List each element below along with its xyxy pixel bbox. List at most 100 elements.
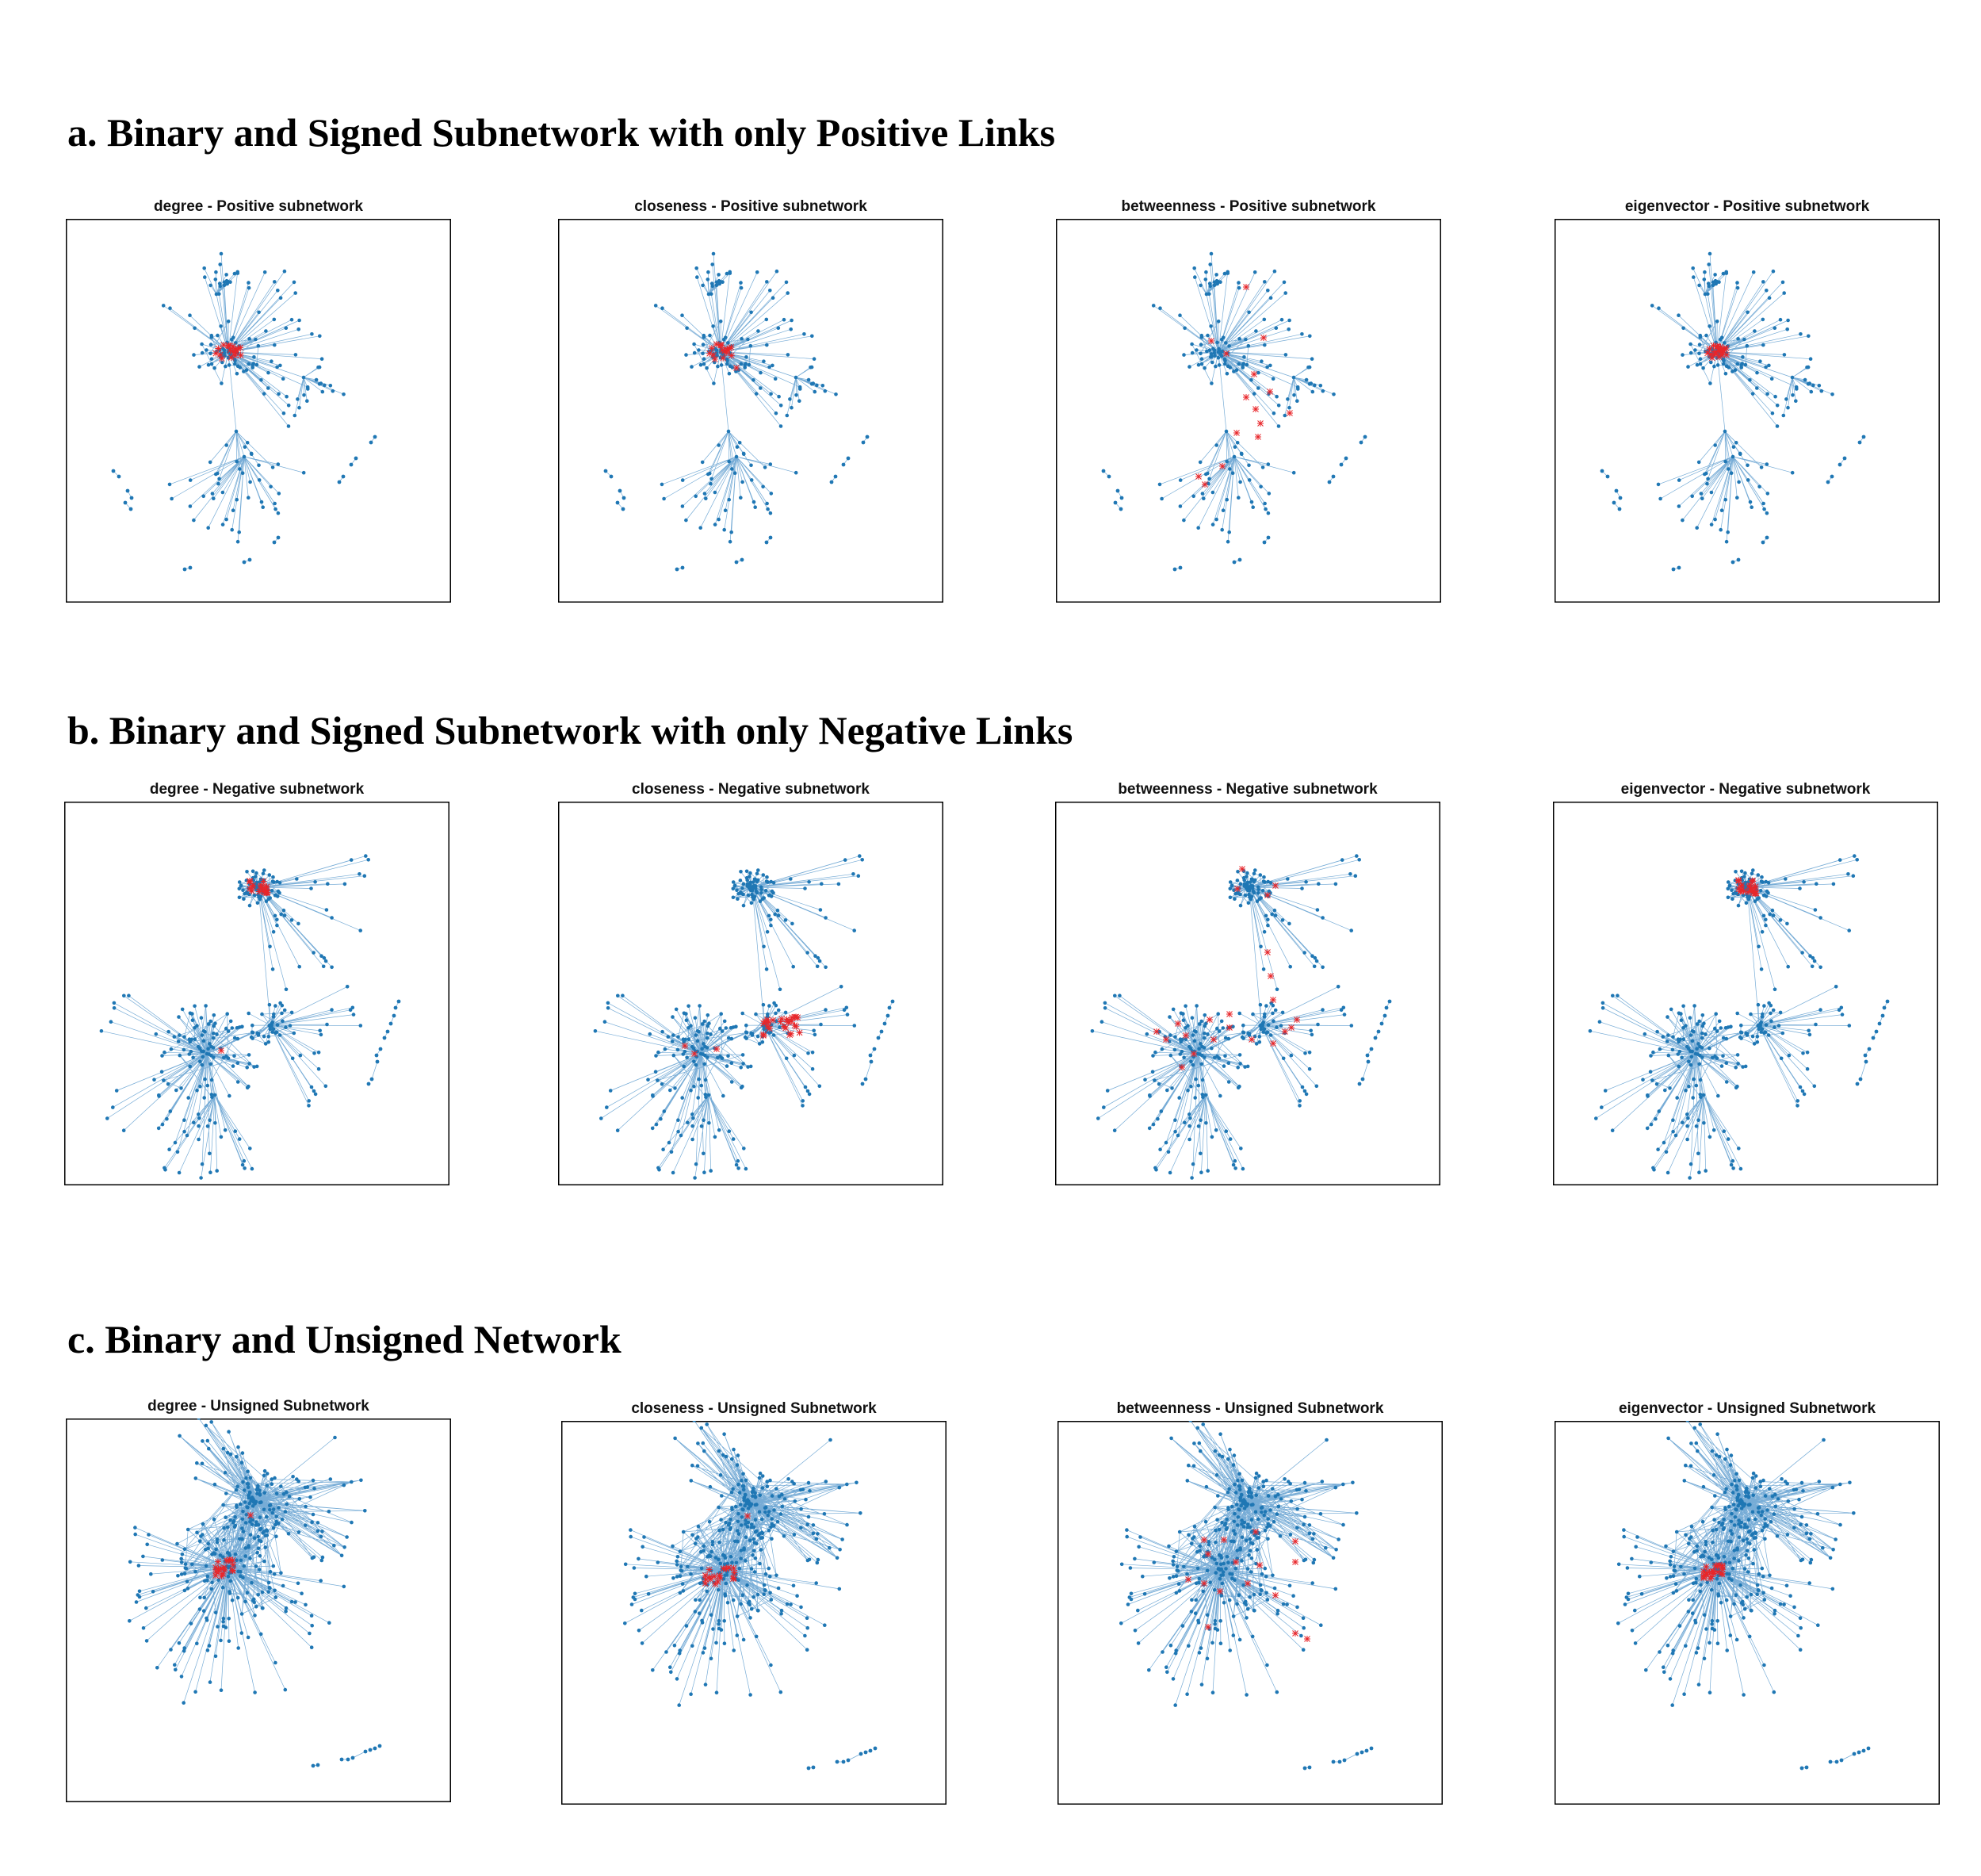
network-node (648, 1032, 652, 1036)
network-node (192, 353, 196, 357)
network-node (220, 381, 224, 385)
network-node (1255, 1548, 1260, 1552)
network-node (1742, 1693, 1746, 1697)
network-node (1616, 994, 1620, 997)
network-node (1626, 1591, 1631, 1596)
network-node (309, 886, 313, 890)
network-node (262, 1468, 267, 1473)
network-node (141, 1626, 146, 1630)
network-node (1742, 1522, 1747, 1526)
network-node (816, 1557, 820, 1562)
network-node (1807, 1537, 1812, 1541)
network-node (1622, 1528, 1626, 1532)
network-node (1744, 1552, 1748, 1557)
network-node (879, 1029, 884, 1034)
network-node (258, 1515, 262, 1519)
network-node (1168, 1576, 1172, 1580)
network-node (227, 1617, 231, 1621)
network-node (646, 1078, 650, 1082)
network-node (375, 1059, 380, 1064)
network-node (1713, 1494, 1717, 1498)
network-node (702, 1042, 706, 1046)
network-node (319, 357, 324, 361)
network-node (1373, 1036, 1378, 1040)
network-node (1190, 1016, 1195, 1020)
network-node (1686, 1116, 1690, 1120)
network-node (1755, 370, 1759, 375)
network-node (133, 1526, 137, 1530)
network-node (1301, 1648, 1306, 1652)
network-node (1759, 465, 1764, 469)
network-node (163, 1168, 167, 1172)
network-node (312, 1555, 316, 1560)
highlighted-node (1234, 886, 1241, 892)
network-node (1235, 1602, 1239, 1606)
network-node (209, 1587, 213, 1591)
network-node (1187, 1137, 1191, 1142)
network-node (618, 488, 622, 493)
network-node (247, 557, 252, 562)
network-node (1724, 1598, 1729, 1602)
network-node (282, 269, 287, 274)
network-node (861, 440, 866, 445)
network-node (354, 456, 358, 461)
network-node (1244, 1501, 1248, 1505)
network-node (637, 1629, 641, 1633)
network-node (729, 1491, 734, 1495)
network-node (728, 271, 732, 275)
network-node (690, 1124, 694, 1128)
network-node (234, 341, 238, 345)
network-node (745, 1525, 750, 1529)
network-node (651, 1093, 655, 1097)
network-node (694, 1033, 698, 1037)
network-node (1226, 1036, 1231, 1041)
network-node (358, 1024, 363, 1028)
network-node (1803, 377, 1807, 382)
network-node (1664, 1150, 1669, 1154)
network-node (247, 1545, 250, 1549)
network-node (1198, 1052, 1202, 1056)
network-node (723, 508, 728, 512)
network-node (698, 1004, 702, 1008)
network-node (1302, 1089, 1307, 1093)
network-node (799, 1507, 803, 1511)
highlighted-node (1292, 1559, 1298, 1565)
network-node (276, 1521, 281, 1526)
highlighted-node (1288, 1024, 1295, 1031)
network-node (1830, 474, 1834, 479)
network-node (1287, 1583, 1292, 1588)
network-node (1240, 1478, 1245, 1483)
network-node (784, 280, 789, 285)
network-node (197, 1112, 201, 1116)
network-node (773, 912, 777, 917)
network-node (1204, 1121, 1208, 1125)
network-node (1806, 382, 1811, 386)
network-plot (1555, 219, 1940, 603)
network-node (1867, 1047, 1872, 1051)
network-node (1838, 1522, 1842, 1527)
network-node (1760, 1566, 1765, 1571)
network-node (1711, 1473, 1716, 1477)
highlighted-node (1221, 1537, 1227, 1543)
network-node (1264, 1575, 1268, 1579)
network-node (161, 304, 166, 308)
network-node (232, 1054, 236, 1058)
network-node (719, 1518, 723, 1522)
network-node (1761, 1012, 1765, 1016)
network-node (1275, 1690, 1279, 1694)
network-node (654, 1122, 659, 1127)
network-node (1715, 363, 1720, 367)
network-node (1734, 1484, 1739, 1488)
network-node (328, 1477, 333, 1481)
network-node (167, 482, 172, 487)
network-node (1238, 892, 1242, 897)
section-a-title: a. Binary and Signed Subnetwork with onl… (67, 110, 1056, 155)
network-node (1736, 337, 1740, 341)
network-node (223, 1471, 228, 1475)
network-node (1196, 1621, 1201, 1625)
network-node (239, 1537, 244, 1541)
network-node (1302, 1514, 1307, 1519)
network-node (261, 505, 265, 509)
network-node (319, 1579, 323, 1583)
network-node (1748, 500, 1753, 504)
